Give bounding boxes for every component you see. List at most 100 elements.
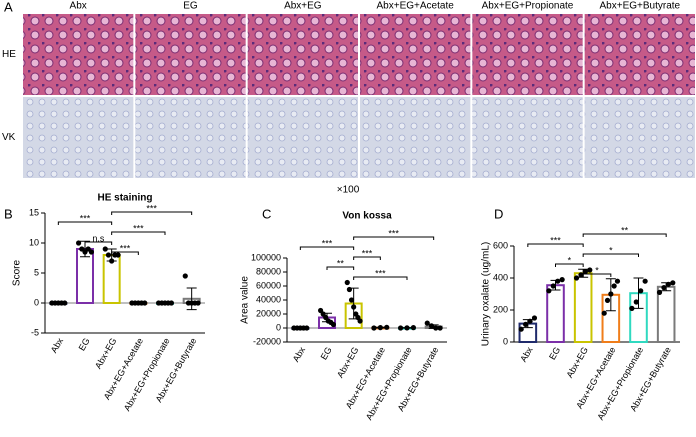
x-tick-label: EG [77,336,92,352]
significance-label: *** [375,268,386,278]
y-tick-label: 10 [29,237,39,247]
significance-bracket [299,246,355,250]
significance-bracket [527,243,584,247]
data-point [346,286,352,293]
y-axis-label: Urinary oxalate (ug/mL) [481,242,492,346]
y-tick-label: 0 [34,297,39,307]
data-point [578,272,584,278]
data-point [611,283,617,289]
x-tick-label: Abx+EG [335,345,361,379]
x-tick-label: EG [319,345,334,361]
significance-label: ** [621,225,629,235]
data-point [115,252,121,258]
significance-label: *** [120,243,131,253]
column-label: Abx+EG+Acetate [377,1,455,12]
significance-label: *** [550,235,561,245]
micrograph [246,13,360,96]
significance-bracket [353,256,381,260]
significance-bracket [326,266,355,270]
data-point [88,249,94,255]
significance-label: * [595,265,599,275]
data-point [105,252,112,258]
micrograph [134,13,247,96]
magnification: ×100 [337,185,360,196]
panel-letter: D [494,206,503,221]
significance-bracket [57,221,113,225]
data-point [109,258,115,264]
data-point [604,297,611,303]
micrograph [134,96,247,179]
panel-letter: B [4,206,13,221]
data-point [182,273,188,279]
y-tick-label: 600 [493,240,508,250]
data-point [433,325,439,331]
y-axis-label: Area value [240,276,251,324]
data-point [665,281,671,287]
panel-letter: A [4,0,13,14]
y-tick-label: 200 [493,304,508,314]
data-point [102,246,108,252]
micrograph [22,96,135,179]
micrograph [583,13,696,96]
data-point [573,275,580,281]
significance-bracket [84,241,113,245]
error-bar [186,287,197,311]
data-point [614,278,621,284]
y-axis-label: Score [12,260,23,287]
significance-label: ** [337,258,345,268]
micrograph [22,13,135,96]
micrograph [471,96,584,179]
data-point [608,291,614,297]
panel-letter: C [262,206,271,221]
column-label: Abx+EG+Propionate [482,1,574,12]
bar [656,285,676,343]
data-point [410,325,416,331]
significance-bracket [582,253,639,257]
significance-label: *** [133,223,144,233]
data-point [371,325,377,331]
data-point [424,320,430,326]
data-point [550,283,556,289]
data-point [633,299,639,305]
significance-bracket [353,276,408,280]
y-tick-label: 0 [503,336,508,346]
column-label: EG [183,1,198,12]
chart-title: Von kossa [342,211,392,222]
data-point [62,300,68,306]
y-tick-label: 20000 [256,308,281,318]
x-tick-label: Abx [291,345,308,364]
data-point [638,288,644,294]
y-tick-label: 400 [493,272,508,282]
data-point [377,325,383,331]
row-label: VK [2,132,16,143]
y-tick-label: -20000 [253,336,281,346]
data-point [304,325,310,331]
significance-label: *** [80,213,91,223]
y-tick-label: 60000 [256,280,281,290]
data-point [357,318,363,324]
x-tick-label: Abx+EG [93,336,119,370]
data-point [642,278,648,284]
data-point [587,267,593,273]
y-tick-label: 0 [276,322,281,332]
significance-label: *** [388,228,399,238]
micrograph [246,96,360,179]
data-point [656,289,663,295]
data-point [384,324,390,330]
data-point [168,300,174,306]
significance-label: * [568,255,572,265]
micrograph [583,96,696,179]
y-tick-label: 40000 [256,294,281,304]
significance-label: * [609,245,613,255]
data-point [428,323,435,329]
y-tick-label: 80000 [256,266,281,276]
significance-bracket [111,231,166,235]
micrograph [359,96,472,179]
data-point [523,321,529,327]
significance-label: *** [146,203,157,213]
data-point [348,297,355,303]
significance-bracket [353,236,435,240]
significance-bracket [111,211,193,215]
row-label: HE [2,49,16,60]
